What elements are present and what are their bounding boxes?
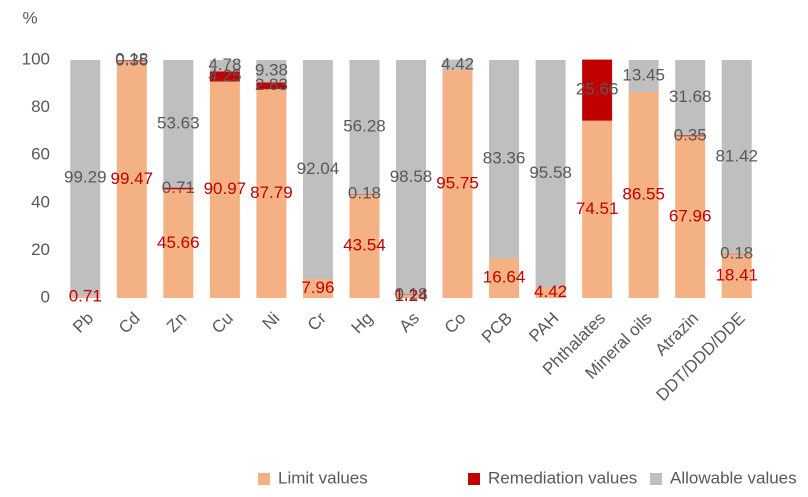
data-label: 18.41 <box>715 266 758 285</box>
data-label: 0.71 <box>69 287 102 306</box>
data-label: 67.96 <box>669 207 712 226</box>
data-label: 0.71 <box>162 178 195 197</box>
data-label: 83.36 <box>483 149 526 168</box>
legend-swatch <box>258 473 270 485</box>
y-tick-label: 60 <box>31 145 50 164</box>
data-label: 4.78 <box>208 55 241 74</box>
data-label: 86.55 <box>622 184 665 203</box>
x-tick-label: Pb <box>69 309 97 337</box>
data-label: 81.42 <box>715 146 758 165</box>
x-tick-label: Zn <box>163 309 190 336</box>
data-label: 43.54 <box>343 236 386 255</box>
data-label: 9.38 <box>255 61 288 80</box>
data-label: 4.42 <box>441 54 474 73</box>
data-label: 0.18 <box>115 50 148 69</box>
data-label: 4.42 <box>534 282 567 301</box>
data-label: 0.18 <box>348 184 381 203</box>
y-tick-label: 100 <box>22 49 50 68</box>
x-tick-label: Cu <box>208 309 237 338</box>
data-label: 0.35 <box>674 125 707 144</box>
legend-swatch <box>468 473 480 485</box>
y-tick-label: 0 <box>41 287 50 306</box>
data-label: 99.47 <box>111 169 154 188</box>
x-tick-label: PAH <box>525 309 562 346</box>
data-label: 95.75 <box>436 174 479 193</box>
data-label: 13.45 <box>622 65 665 84</box>
x-tick-label: Cr <box>304 308 330 334</box>
y-tick-label: 20 <box>31 240 50 259</box>
data-label: 74.51 <box>576 199 619 218</box>
x-tick-label: Ni <box>259 309 284 334</box>
y-tick-label: 80 <box>31 97 50 116</box>
data-label: 90.97 <box>204 179 247 198</box>
data-label: 87.79 <box>250 183 293 202</box>
data-label: 16.64 <box>483 268 526 287</box>
data-label: 56.28 <box>343 116 386 135</box>
data-label: 0.18 <box>394 284 427 303</box>
data-label: 98.58 <box>390 167 433 186</box>
data-label: 31.68 <box>669 87 712 106</box>
data-label: 92.04 <box>297 159 340 178</box>
data-label: 45.66 <box>157 233 200 252</box>
x-tick-label: As <box>396 309 423 336</box>
x-tick-label: Hg <box>348 309 377 338</box>
x-tick-label: Co <box>441 309 470 338</box>
y-tick-label: 40 <box>31 192 50 211</box>
data-label: 0.18 <box>720 243 753 262</box>
legend-swatch <box>650 473 662 485</box>
legend-label: Remediation values <box>488 468 637 487</box>
legend-label: Allowable values <box>670 468 797 487</box>
data-label: 7.96 <box>301 278 334 297</box>
data-label: 25.66 <box>576 80 619 99</box>
x-tick-label: Cd <box>115 309 144 338</box>
legend-label: Limit values <box>278 468 368 487</box>
x-tick-label: PCB <box>478 309 516 347</box>
data-label: 99.29 <box>64 168 107 187</box>
data-label: 53.63 <box>157 113 200 132</box>
y-axis-label: % <box>22 8 37 27</box>
data-label: 95.58 <box>529 163 572 182</box>
